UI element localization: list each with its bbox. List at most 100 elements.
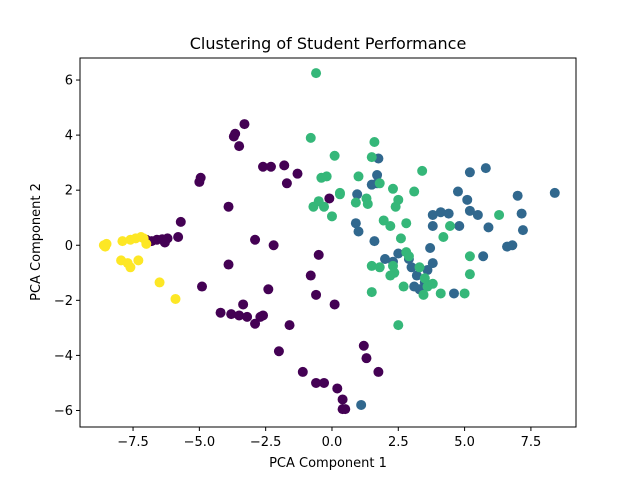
point-cluster-3-8 xyxy=(141,238,152,249)
point-cluster-1-18 xyxy=(427,258,438,269)
point-cluster-2-16 xyxy=(369,136,380,147)
point-cluster-1-2 xyxy=(352,189,363,200)
point-cluster-1-24 xyxy=(448,288,459,299)
point-cluster-0-17 xyxy=(250,234,261,245)
point-cluster-2-42 xyxy=(366,260,377,271)
point-cluster-2-22 xyxy=(393,194,404,205)
x-tick-label: 5.0 xyxy=(454,435,475,450)
point-cluster-0-16 xyxy=(239,119,250,130)
point-cluster-0-12 xyxy=(223,259,234,270)
point-cluster-2-15 xyxy=(366,152,377,163)
point-cluster-1-15 xyxy=(409,281,420,292)
y-tick-label: −2 xyxy=(54,294,73,309)
point-cluster-2-35 xyxy=(445,220,456,231)
point-cluster-0-25 xyxy=(305,270,316,281)
point-cluster-3-3 xyxy=(117,236,128,247)
y-tick-label: 0 xyxy=(65,239,73,254)
point-cluster-2-23 xyxy=(401,218,412,229)
point-cluster-3-2 xyxy=(101,238,112,249)
point-cluster-0-14 xyxy=(230,128,241,139)
point-cluster-0-28 xyxy=(324,193,335,204)
point-cluster-2-48 xyxy=(418,289,429,300)
point-cluster-1-0 xyxy=(350,218,361,229)
point-cluster-1-7 xyxy=(369,236,380,247)
point-cluster-0-6 xyxy=(173,231,184,242)
point-cluster-2-17 xyxy=(374,178,385,189)
point-cluster-2-26 xyxy=(395,233,406,244)
point-cluster-2-8 xyxy=(319,201,330,212)
point-cluster-1-25 xyxy=(452,186,463,197)
point-cluster-1-32 xyxy=(464,167,475,178)
plot-points xyxy=(98,68,560,415)
x-tick-label: −5.0 xyxy=(184,435,216,450)
point-cluster-2-24 xyxy=(409,186,420,197)
point-cluster-2-37 xyxy=(464,269,475,280)
y-tick-label: −6 xyxy=(54,404,73,419)
x-tick-label: 0.0 xyxy=(322,435,343,450)
point-cluster-2-41 xyxy=(366,287,377,298)
point-cluster-0-19 xyxy=(265,161,276,172)
point-cluster-2-40 xyxy=(393,320,404,331)
point-cluster-2-14 xyxy=(362,198,373,209)
point-cluster-1-10 xyxy=(393,248,404,259)
point-cluster-1-35 xyxy=(507,240,518,251)
point-cluster-2-36 xyxy=(459,288,470,299)
x-tick-label: −2.5 xyxy=(250,435,282,450)
point-cluster-1-29 xyxy=(472,209,483,220)
point-cluster-0-37 xyxy=(255,311,266,322)
point-cluster-0-29 xyxy=(329,299,340,310)
point-cluster-0-11 xyxy=(223,201,234,212)
point-cluster-0-24 xyxy=(292,168,303,179)
plot-frame xyxy=(79,57,577,428)
y-tick-label: 4 xyxy=(65,129,73,144)
point-cluster-2-0 xyxy=(311,68,322,79)
point-cluster-0-10 xyxy=(197,281,208,292)
point-cluster-1-17 xyxy=(422,265,433,276)
point-cluster-1-37 xyxy=(516,208,527,219)
point-cluster-2-33 xyxy=(435,288,446,299)
point-cluster-0-9 xyxy=(195,172,206,183)
x-tick-label: −7.5 xyxy=(117,435,149,450)
point-cluster-0-23 xyxy=(281,178,292,189)
point-cluster-2-32 xyxy=(427,278,438,289)
point-cluster-0-32 xyxy=(234,310,245,321)
point-cluster-3-14 xyxy=(170,293,181,304)
point-cluster-2-19 xyxy=(385,220,396,231)
y-axis-ticks: −6 −4 −2 0 2 4 6 xyxy=(54,74,80,419)
point-cluster-1-33 xyxy=(480,163,491,174)
point-cluster-0-15 xyxy=(234,141,245,152)
point-cluster-2-1 xyxy=(305,132,316,143)
point-cluster-0-33 xyxy=(242,311,253,322)
point-cluster-0-34 xyxy=(238,299,249,310)
point-cluster-1-23 xyxy=(443,208,454,219)
point-cluster-1-38 xyxy=(517,225,528,236)
point-cluster-2-11 xyxy=(350,197,361,208)
point-cluster-1-8 xyxy=(380,254,391,265)
point-cluster-3-13 xyxy=(154,277,165,288)
point-cluster-0-7 xyxy=(175,216,186,227)
point-cluster-0-20 xyxy=(268,240,279,251)
point-cluster-1-26 xyxy=(454,220,465,231)
point-cluster-0-26 xyxy=(313,249,324,260)
point-cluster-1-1 xyxy=(353,226,364,237)
point-cluster-2-39 xyxy=(494,209,505,220)
point-cluster-0-21 xyxy=(263,284,274,295)
point-cluster-0-41 xyxy=(311,377,322,388)
point-cluster-0-22 xyxy=(279,160,290,171)
point-cluster-2-46 xyxy=(385,270,396,281)
point-cluster-1-27 xyxy=(462,194,473,205)
point-cluster-0-42 xyxy=(319,377,330,388)
chart-title: Clustering of Student Performance xyxy=(190,34,467,53)
point-cluster-1-30 xyxy=(478,251,489,262)
point-cluster-2-18 xyxy=(378,215,389,226)
point-cluster-2-10 xyxy=(334,189,345,200)
point-cluster-1-20 xyxy=(427,220,438,231)
x-tick-label: 2.5 xyxy=(388,435,409,450)
point-cluster-0-30 xyxy=(215,307,226,318)
x-axis-ticks: −7.5 −5.0 −2.5 0.0 2.5 5.0 7.5 xyxy=(117,427,541,450)
point-cluster-0-18 xyxy=(258,161,269,172)
point-cluster-1-13 xyxy=(411,270,422,281)
point-cluster-2-30 xyxy=(419,273,430,284)
point-cluster-0-44 xyxy=(337,394,348,405)
point-cluster-2-47 xyxy=(398,281,409,292)
